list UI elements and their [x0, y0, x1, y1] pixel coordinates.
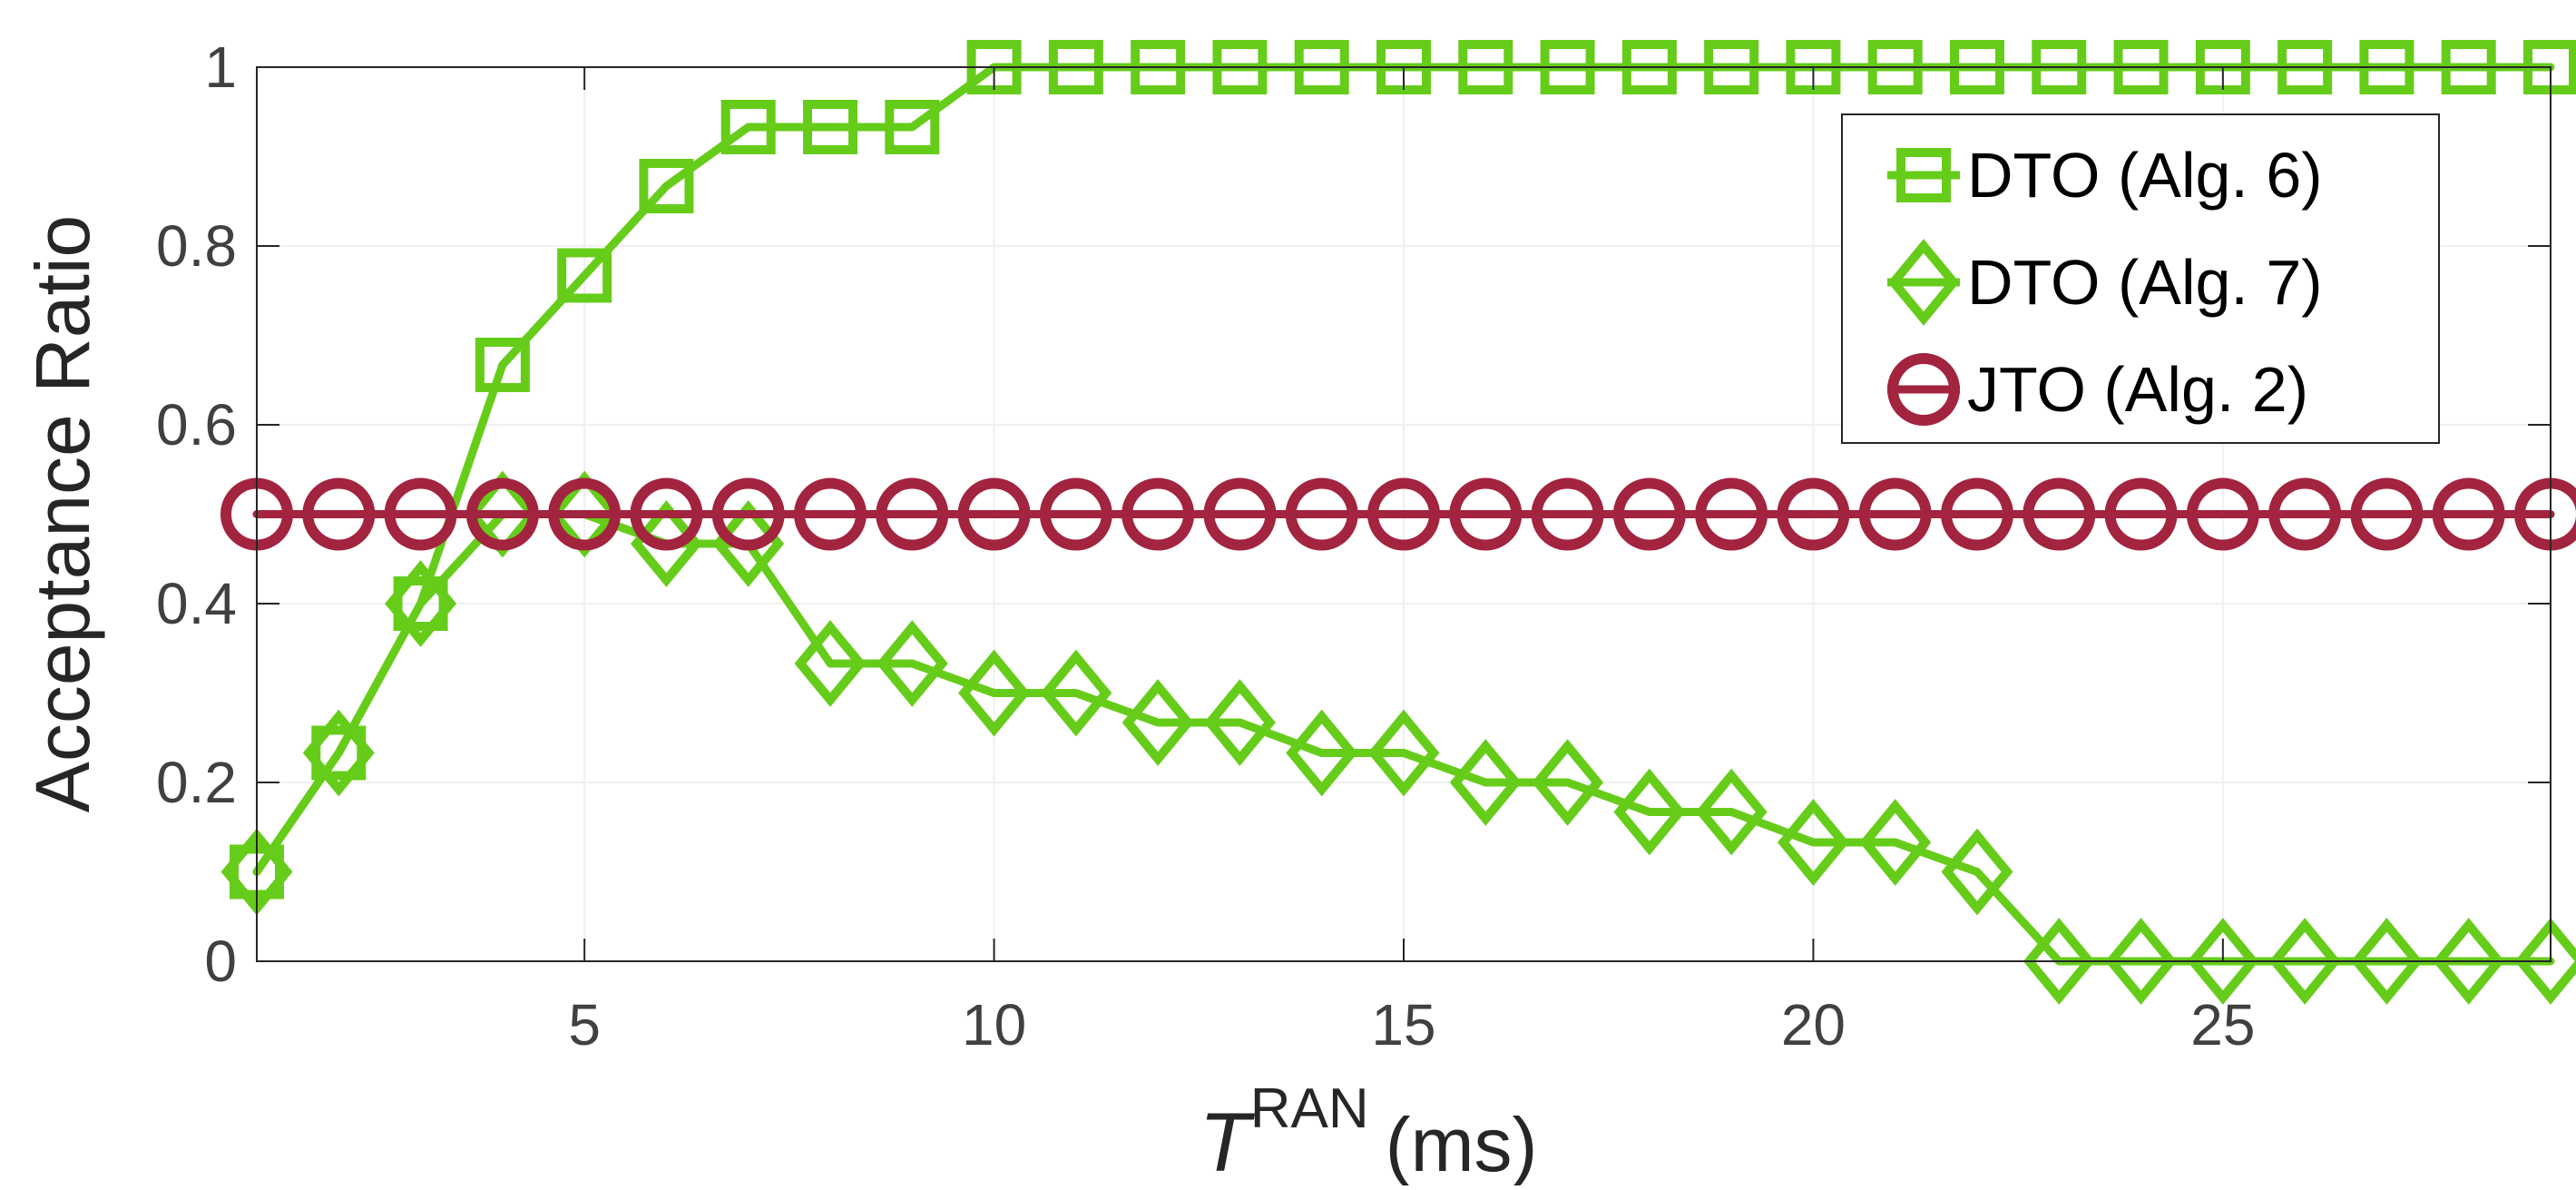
legend-label: JTO (Alg. 2): [1967, 354, 2308, 425]
x-tick-label: 20: [1781, 992, 1846, 1057]
diamond-marker: [1777, 799, 1849, 886]
series-group: [220, 40, 2576, 1005]
diamond-marker: [2350, 918, 2423, 1005]
legend-label: DTO (Alg. 7): [1967, 247, 2323, 318]
circle-marker: [2432, 477, 2505, 551]
square-marker: [803, 99, 857, 154]
diamond-marker: [1286, 709, 1358, 797]
diamond-marker: [2268, 918, 2341, 1005]
square-marker: [1896, 148, 1951, 202]
x-axis-label-superscript: RAN: [1250, 1077, 1369, 1140]
diamond-marker: [1613, 768, 1686, 856]
circle-marker: [1285, 477, 1358, 551]
circle-marker: [1695, 477, 1768, 551]
square-marker: [639, 159, 694, 214]
circle-marker: [711, 477, 785, 551]
y-tick-label: 1: [204, 34, 237, 100]
square-marker: [885, 99, 940, 154]
circle-marker: [2186, 477, 2259, 551]
diamond-marker: [1532, 739, 1604, 826]
diamond-marker: [1121, 679, 1194, 766]
circle-marker: [2268, 477, 2342, 551]
legend-entry: DTO (Alg. 7): [1887, 239, 2323, 326]
legend-entry: DTO (Alg. 6): [1887, 140, 2323, 211]
circle-marker: [302, 477, 376, 551]
circle-marker: [1121, 477, 1195, 551]
diamond-marker: [1449, 739, 1522, 826]
square-marker: [475, 338, 530, 393]
circle-marker: [1367, 477, 1440, 551]
diamond-marker: [302, 709, 375, 797]
diamond-marker: [2514, 918, 2576, 1005]
diamond-marker: [1367, 709, 1440, 797]
x-tick-label: 25: [2190, 992, 2255, 1057]
diamond-marker: [1040, 649, 1112, 737]
diamond-marker: [2433, 918, 2505, 1005]
circle-marker: [2023, 477, 2096, 551]
diamond-marker: [876, 620, 948, 707]
axis-ticks: 5 10 15 20 25 0 0.2 0.4 0.6 0.8 1: [156, 34, 2551, 1057]
y-axis-label: Acceptance Ratio: [20, 215, 105, 812]
circle-marker: [1039, 477, 1112, 551]
diamond-marker: [1887, 239, 1960, 326]
square-marker: [311, 725, 367, 781]
circle-marker: [1941, 477, 2013, 551]
circle-marker: [1449, 477, 1523, 551]
legend-label: DTO (Alg. 6): [1967, 140, 2323, 211]
x-axis-label: TRAN (ms): [1199, 1077, 1537, 1185]
circle-marker: [1858, 477, 1932, 551]
diamond-marker: [2023, 918, 2095, 1005]
x-axis-label-symbol: T: [1199, 1097, 1255, 1185]
y-tick-label: 0.6: [156, 392, 237, 457]
square-marker: [393, 576, 448, 631]
diamond-marker: [958, 649, 1031, 737]
circle-marker: [794, 477, 867, 551]
circle-marker: [1777, 477, 1850, 551]
circle-marker: [1887, 353, 1960, 426]
square-marker: [720, 99, 776, 154]
circle-marker: [2104, 477, 2178, 551]
legend: DTO (Alg. 6) DTO (Alg. 7) JTO (Alg. 2): [1841, 113, 2440, 444]
diamond-marker: [794, 620, 867, 707]
diamond-marker: [1941, 828, 2013, 916]
circle-marker: [957, 477, 1031, 551]
circle-marker: [548, 477, 622, 551]
circle-marker: [2350, 477, 2424, 551]
circle-marker: [1203, 477, 1277, 551]
square-marker: [557, 248, 612, 303]
diamond-marker: [1859, 799, 1932, 886]
legend-entry: JTO (Alg. 2): [1887, 353, 2308, 426]
diamond-marker: [385, 560, 457, 647]
diamond-marker: [1695, 768, 1768, 856]
diamond-marker: [1203, 679, 1276, 766]
y-tick-label: 0.4: [156, 571, 237, 636]
circle-marker: [465, 477, 539, 551]
circle-marker: [1531, 477, 1604, 551]
y-tick-label: 0: [204, 929, 237, 994]
x-tick-label: 5: [568, 992, 601, 1057]
circle-marker: [876, 477, 949, 551]
diamond-marker: [2105, 918, 2178, 1005]
circle-marker: [1612, 477, 1686, 551]
y-tick-label: 0.8: [156, 213, 237, 279]
x-tick-label: 15: [1371, 992, 1435, 1057]
circle-marker: [384, 477, 457, 551]
y-tick-label: 0.2: [156, 750, 237, 815]
circle-marker: [630, 477, 703, 551]
diamond-marker: [2187, 918, 2259, 1005]
x-tick-label: 10: [962, 992, 1026, 1057]
x-axis-label-unit: (ms): [1386, 1102, 1538, 1185]
